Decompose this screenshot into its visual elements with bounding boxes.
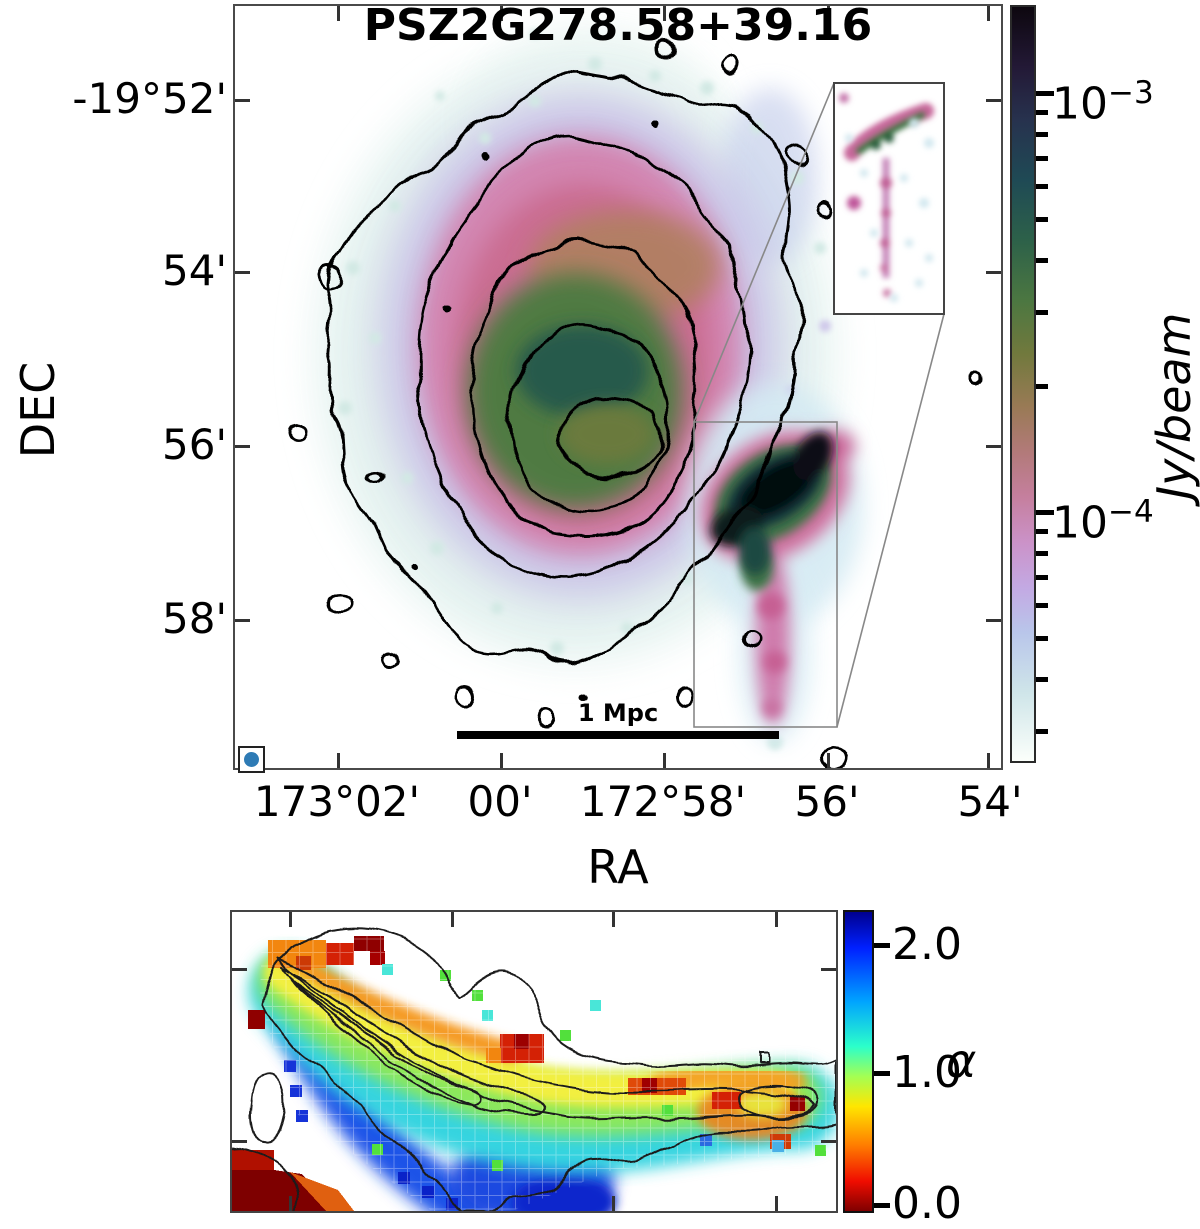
axis-tick [986, 99, 1001, 102]
axis-tick [821, 968, 836, 971]
colorbar-tick [1036, 729, 1048, 734]
beam-ellipse [244, 752, 259, 767]
axis-tick [986, 445, 1001, 448]
axis-tick [827, 753, 830, 768]
axis-tick [775, 1196, 778, 1211]
axis-tick [451, 912, 454, 927]
colorbar-tick [1036, 603, 1048, 608]
x-tick-label: 173°02' [253, 777, 421, 826]
axis-tick [987, 6, 990, 21]
radio-contours [286, 41, 984, 768]
tick-exponent: −4 [1108, 494, 1154, 530]
spectral-index-panel [230, 910, 840, 1229]
axis-tick [235, 99, 250, 102]
inset-connector-line [693, 82, 835, 423]
colorbar-tick [874, 1071, 890, 1076]
axis-tick [612, 1196, 615, 1211]
inset-connector-line [836, 313, 945, 728]
scale-bar [457, 731, 779, 739]
colorbar-tick [1036, 575, 1048, 580]
axis-tick [827, 6, 830, 21]
colorbar-tick [874, 1203, 890, 1208]
axis-tick [987, 753, 990, 768]
colorbar-tick [1036, 217, 1048, 222]
colorbar-tick [1036, 132, 1048, 137]
scale-bar-label: 1 Mpc [577, 699, 659, 727]
colorbar-tick [1036, 551, 1048, 556]
colorbar-axis-label: Jy/beam [1147, 312, 1200, 500]
y-tick-label: 58' [162, 594, 227, 643]
axis-tick [986, 619, 1001, 622]
spectral-index-map [231, 927, 840, 1229]
axis-tick [500, 753, 503, 768]
colorbar-tick [1036, 184, 1048, 189]
colorbar-tick-label: 10−4 [1052, 484, 1154, 552]
axis-tick [235, 271, 250, 274]
x-tick-label: 54' [957, 777, 1023, 826]
axis-tick [289, 1196, 292, 1211]
colorbar-axis-label: α [946, 1034, 977, 1088]
tick-exponent: −3 [1108, 75, 1154, 111]
zoom-region-indicator [693, 82, 945, 728]
colorbar-tick [1036, 156, 1048, 161]
tick-mantissa: 10 [1052, 78, 1108, 130]
sky-map-image [286, 29, 984, 768]
x-tick-label: 56' [794, 777, 860, 826]
colorbar-tick [1036, 677, 1048, 682]
colorbar-tick [1036, 258, 1048, 263]
colorbar-tick [1036, 384, 1048, 389]
beam-box [238, 746, 265, 773]
flux-colorbar [1010, 5, 1036, 763]
axis-tick [289, 912, 292, 927]
colorbar-tick-label: 0.0 [892, 1178, 962, 1229]
sky-map-panel: 1 Mpc [233, 4, 1003, 773]
pixelation-grid [260, 930, 836, 1211]
y-tick-label: 56' [162, 420, 227, 469]
axis-tick [232, 1140, 247, 1143]
colorbar-tick [1036, 110, 1048, 115]
source-region-box [693, 421, 838, 728]
colorbar-tick-label: 10−3 [1052, 65, 1154, 133]
alpha-colorbar [843, 910, 874, 1213]
colorbar-tick [1036, 310, 1048, 315]
axis-tick [235, 619, 250, 622]
y-tick-label: 54' [162, 246, 227, 295]
axis-tick [337, 753, 340, 768]
colorbar-tick [1036, 91, 1054, 96]
axis-tick [986, 271, 1001, 274]
axis-tick [232, 968, 247, 971]
inset-zoom-panel [833, 82, 945, 315]
colorbar-tick [1036, 510, 1054, 515]
axis-tick [775, 912, 778, 927]
y-tick-label: -19°52' [72, 74, 227, 123]
colorbar-tick [1036, 529, 1048, 534]
axis-tick [821, 1140, 836, 1143]
colorbar-tick [1036, 636, 1048, 641]
axis-tick [337, 6, 340, 21]
colorbar-tick [874, 943, 890, 948]
inset-speckles [845, 118, 934, 302]
x-axis-label: RA [587, 840, 649, 894]
alpha-contours [231, 927, 837, 1213]
axis-tick [235, 445, 250, 448]
x-tick-label: 00' [467, 777, 533, 826]
axis-tick [663, 753, 666, 768]
axis-tick [663, 6, 666, 21]
figure-title: PSZ2G278.58+39.16 [363, 0, 873, 51]
y-axis-label: DEC [11, 361, 65, 459]
tick-mantissa: 10 [1052, 497, 1108, 549]
axis-tick [612, 912, 615, 927]
x-tick-label: 172°58' [579, 777, 747, 826]
colorbar-tick-label: 2.0 [892, 919, 962, 970]
colorbar-tick-label: 1.0 [892, 1047, 962, 1098]
radio-halo [317, 31, 833, 661]
axis-tick [500, 6, 503, 21]
head-tail-source [687, 384, 863, 743]
